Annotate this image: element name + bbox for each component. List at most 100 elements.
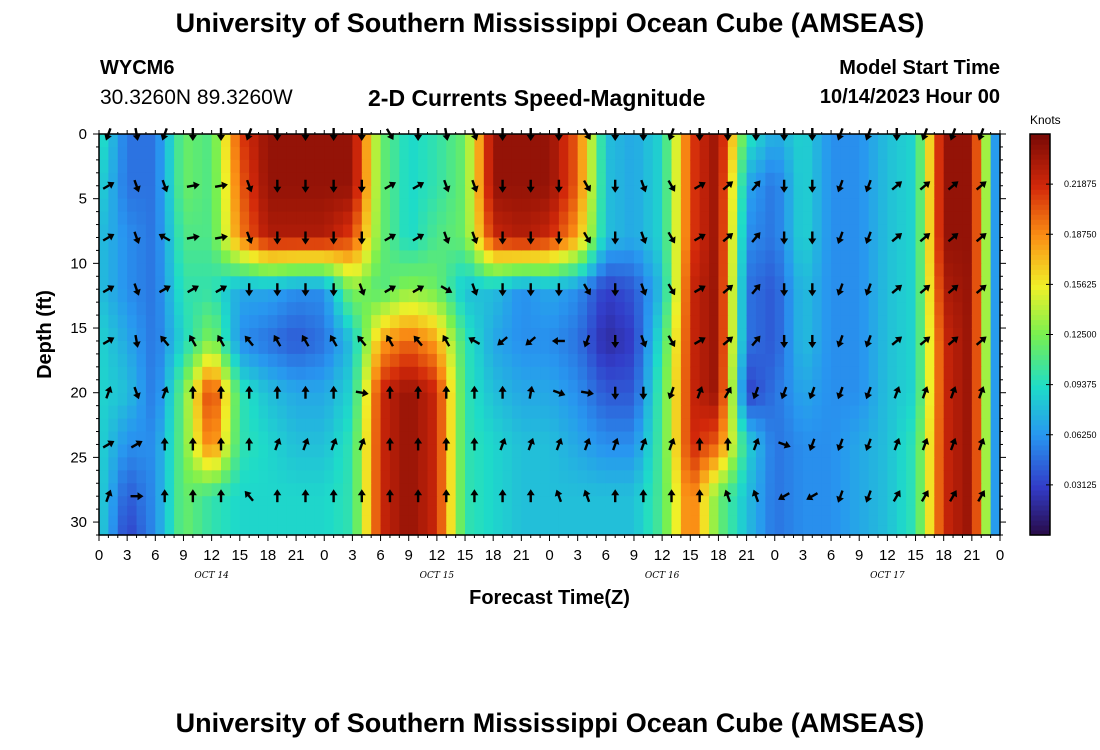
current-arrow [693,181,706,190]
heatmap-cell [183,444,194,458]
model-start-label: Model Start Time [839,57,1000,79]
current-arrow [693,337,706,346]
heatmap-cell [399,237,410,252]
heatmap-cell [934,496,945,507]
heatmap-cell [568,146,579,161]
heatmap-cell [136,237,147,252]
heatmap-cell [521,250,532,264]
heatmap-cell [915,418,926,433]
heatmap-cell [343,496,354,507]
heatmap-cell [483,496,494,507]
heatmap-cell [521,431,532,446]
x-tick-label: 12 [203,547,220,564]
heatmap-cell [277,505,288,517]
heatmap-cell [765,263,776,277]
heatmap-cell [314,483,325,497]
heatmap-cell [934,379,945,394]
heatmap-cell [643,515,654,526]
heatmap-cell [558,146,569,161]
current-arrow [780,283,789,297]
heatmap-cell [577,289,588,303]
heatmap-cell [408,431,419,446]
heatmap-cell [511,505,522,517]
heatmap-cell [221,405,231,420]
heatmap-cell [324,515,335,526]
heatmap-cell [183,431,194,446]
heatmap-cell [953,250,964,264]
heatmap-cell [493,353,504,368]
heatmap-cell [971,146,982,161]
heatmap-cell [727,134,738,148]
heatmap-cell [192,379,203,394]
heatmap-cell [549,483,560,497]
heatmap-cell [493,457,504,471]
heatmap-cell [314,134,325,148]
heatmap-cell [906,353,917,368]
heatmap-cell [774,302,785,316]
heatmap-cell [408,457,419,471]
heatmap-cell [230,302,241,316]
heatmap-cell [446,505,457,517]
heatmap-cell [493,366,504,381]
heatmap-cell [577,418,588,433]
heatmap-cell [549,237,560,252]
heatmap-cell [145,185,156,200]
heatmap-cell [896,392,907,407]
heatmap-cell [887,340,898,355]
heatmap-cell [277,515,288,526]
heatmap-cell [709,276,720,290]
heatmap-cell [568,340,579,355]
heatmap-cell [906,366,917,381]
heatmap-cell [953,392,964,407]
heatmap-cell [202,340,213,355]
heatmap-cell [343,366,354,381]
heatmap-cell [596,185,607,200]
heatmap-cell [906,340,917,355]
heatmap-cell [896,315,907,329]
heatmap-cell [530,366,541,381]
heatmap-cell [709,457,720,471]
heatmap-cell [577,515,588,526]
heatmap-cell [962,340,973,355]
heatmap-cell [455,496,466,507]
heatmap-cell [455,392,466,407]
heatmap-cell [859,379,870,394]
heatmap-cell [493,172,504,187]
heatmap-cell [953,353,964,368]
heatmap-cell [765,340,776,355]
heatmap-cell [821,525,832,536]
heatmap-cell [427,172,438,187]
heatmap-cell [352,289,363,303]
heatmap-cell [117,379,128,394]
heatmap-cell [877,431,888,446]
heatmap-cell [296,340,307,355]
x-tick-label: 12 [429,547,446,564]
heatmap-cell [465,159,476,174]
heatmap-cell [981,328,992,342]
heatmap-cell [868,515,879,526]
heatmap-cell [877,302,888,316]
heatmap-cell [943,366,954,381]
heatmap-cell [249,185,260,200]
heatmap-cell [136,405,147,420]
current-arrow [751,180,761,192]
heatmap-cell [915,198,926,213]
heatmap-cell [174,159,185,174]
heatmap-cell [971,505,982,517]
heatmap-cell [333,263,344,277]
heatmap-cell [192,185,203,200]
heatmap-cell [314,392,325,407]
heatmap-cell [671,366,682,381]
heatmap-cell [221,302,231,316]
heatmap-cell [258,505,269,517]
heatmap-cell [633,431,644,446]
heatmap-cell [877,224,888,239]
heatmap-cell [643,353,654,368]
heatmap-cell [624,457,635,471]
heatmap-cell [483,366,494,381]
heatmap-cell [605,457,616,471]
heatmap-cell [680,457,691,471]
colorbar-segment [1030,309,1050,316]
heatmap-cell [455,185,466,200]
heatmap-cell [953,134,964,148]
